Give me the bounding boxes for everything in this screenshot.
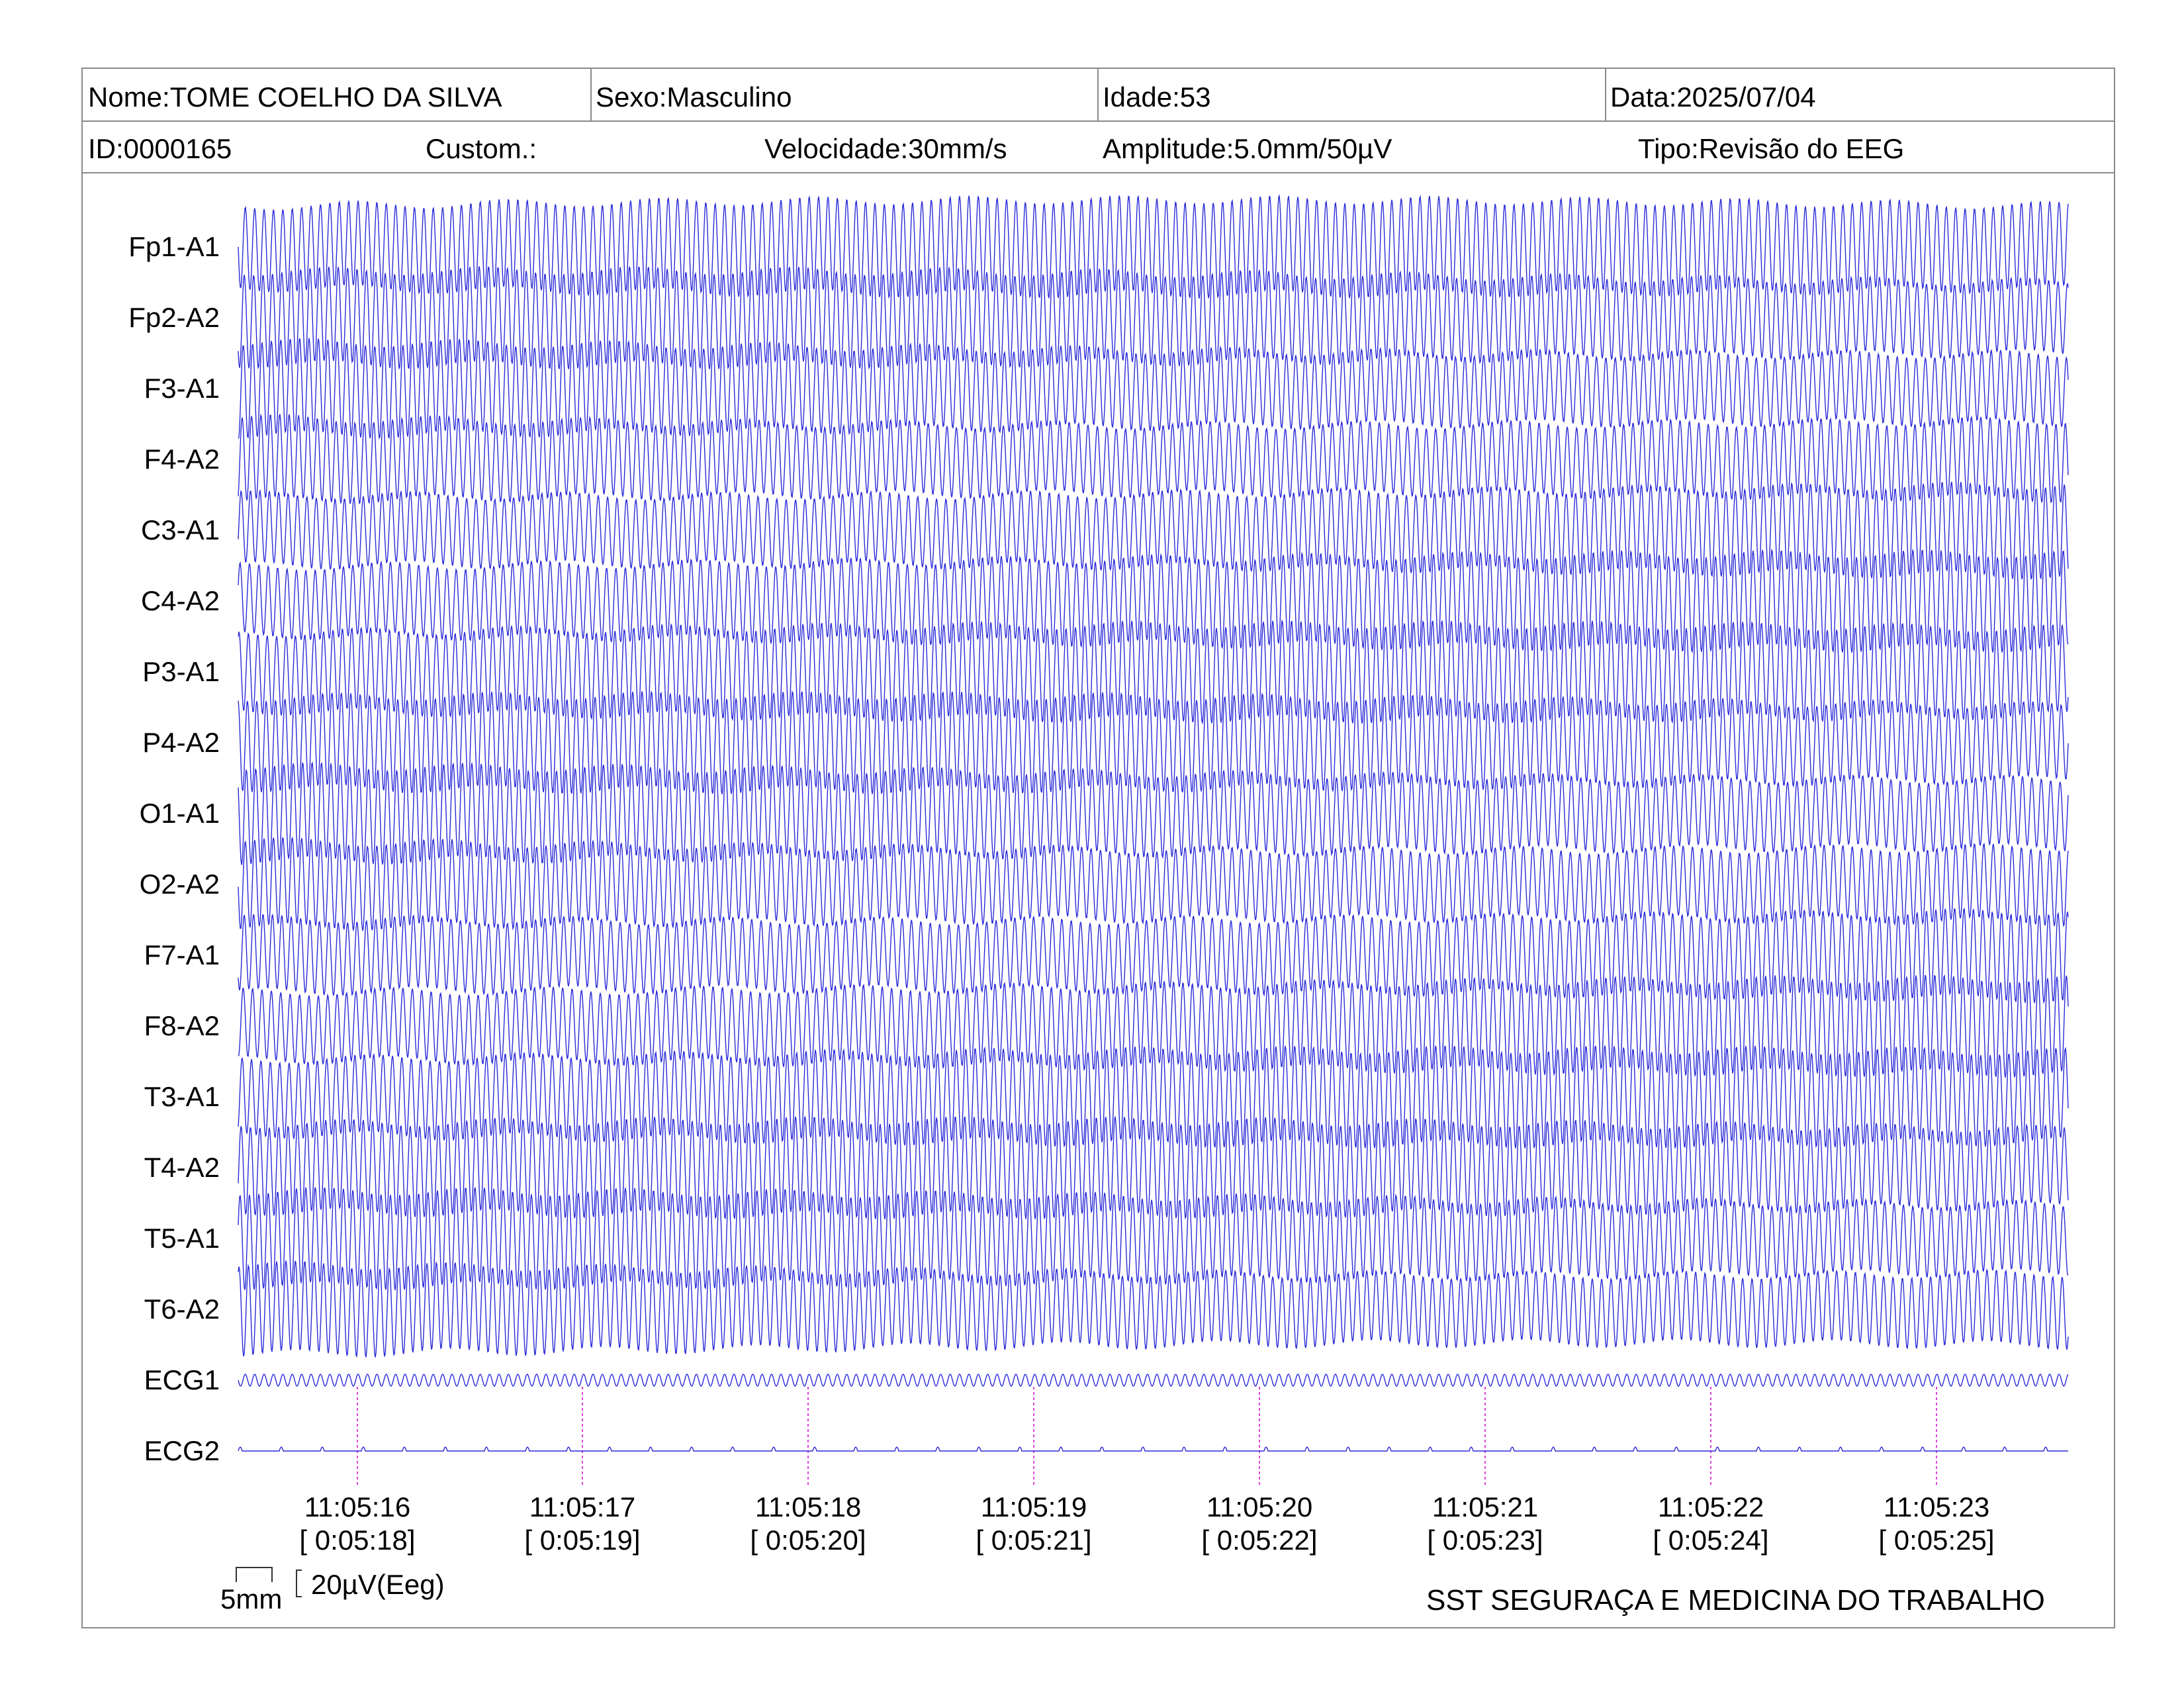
channel-trace — [238, 413, 2069, 505]
elapsed-time: [ 0:05:25] — [1878, 1524, 1995, 1556]
channel-trace — [238, 266, 2069, 370]
elapsed-time: [ 0:05:23] — [1427, 1524, 1543, 1556]
channel-trace — [238, 761, 2069, 865]
channel-trace — [238, 836, 2069, 931]
speed-setting: Velocidade:30mm/s — [764, 133, 1007, 164]
channel-label: O1-A1 — [139, 798, 220, 829]
exam-type: Tipo:Revisão do EEG — [1638, 133, 1905, 164]
time-label: 11:05:16[ 0:05:18] — [271, 1491, 443, 1558]
clinic-footer: SST SEGURAÇA E MEDICINA DO TRABALHO — [1426, 1584, 2045, 1617]
channel-label: P4-A2 — [142, 727, 220, 758]
header-col-divider — [590, 69, 592, 120]
header-bottom-divider — [83, 172, 2114, 173]
exam-date: Data:2025/07/04 — [1610, 81, 1816, 113]
time-label: 11:05:18[ 0:05:20] — [722, 1491, 894, 1558]
elapsed-time: [ 0:05:18] — [299, 1524, 416, 1556]
custom-field: Custom.: — [426, 133, 537, 164]
time-scale-bracket — [236, 1567, 273, 1582]
channel-label: F7-A1 — [144, 939, 220, 970]
time-scale-label: 5mm — [220, 1583, 283, 1615]
time-label: 11:05:21[ 0:05:23] — [1399, 1491, 1571, 1558]
clock-time: 11:05:20 — [1206, 1491, 1313, 1523]
channel-trace — [238, 1116, 2069, 1220]
channel-trace — [238, 481, 2069, 580]
channel-trace — [238, 194, 2069, 300]
amp-scale-label: 20µV(Eeg) — [311, 1569, 445, 1600]
channel-label: F8-A2 — [144, 1010, 220, 1041]
channel-label: T5-A1 — [144, 1223, 220, 1254]
channel-label: P3-A1 — [142, 656, 220, 687]
time-label: 11:05:19[ 0:05:21] — [948, 1491, 1120, 1558]
channel-label: ECG1 — [144, 1364, 220, 1395]
channel-label: T3-A1 — [144, 1081, 220, 1112]
header-col-divider — [1097, 69, 1099, 120]
patient-name: Nome:TOME COELHO DA SILVA — [88, 81, 502, 113]
channel-label: Fp1-A1 — [128, 231, 220, 262]
header-col-divider — [1605, 69, 1606, 120]
header-row-divider — [83, 120, 2114, 122]
patient-age: Idade:53 — [1103, 81, 1211, 113]
time-label: 11:05:23[ 0:05:25] — [1850, 1491, 2023, 1558]
amplitude-setting: Amplitude:5.0mm/50µV — [1103, 133, 1392, 164]
time-label: 11:05:17[ 0:05:19] — [496, 1491, 668, 1558]
channel-label: F3-A1 — [144, 373, 220, 404]
channel-trace — [238, 907, 2069, 1004]
channel-trace — [238, 1374, 2069, 1387]
channel-label: ECG2 — [144, 1435, 220, 1466]
channel-trace — [238, 619, 2069, 725]
clock-time: 11:05:16 — [304, 1491, 411, 1523]
channel-label: Fp2-A2 — [128, 302, 220, 333]
amp-scale-bracket — [296, 1570, 302, 1597]
channel-label: O2-A2 — [139, 868, 220, 900]
channel-trace — [238, 338, 2069, 440]
channel-trace — [238, 548, 2069, 653]
clock-time: 11:05:21 — [1432, 1491, 1539, 1523]
clock-time: 11:05:19 — [980, 1491, 1087, 1523]
elapsed-time: [ 0:05:20] — [750, 1524, 866, 1556]
time-label: 11:05:20[ 0:05:22] — [1173, 1491, 1345, 1558]
clock-time: 11:05:23 — [1883, 1491, 1990, 1523]
elapsed-time: [ 0:05:19] — [524, 1524, 641, 1556]
channel-label: C3-A1 — [140, 514, 220, 545]
channel-label: F4-A2 — [144, 444, 220, 475]
channel-trace — [238, 690, 2069, 795]
channel-label: T6-A2 — [144, 1293, 220, 1325]
eeg-report-sheet: Nome:TOME COELHO DA SILVA Sexo:Masculino… — [81, 68, 2115, 1628]
clock-time: 11:05:22 — [1657, 1491, 1764, 1523]
channel-trace — [238, 1446, 2068, 1452]
clock-time: 11:05:18 — [754, 1491, 862, 1523]
patient-id: ID:0000165 — [88, 133, 232, 164]
clock-time: 11:05:17 — [529, 1491, 636, 1523]
channel-label: T4-A2 — [144, 1152, 220, 1183]
time-label: 11:05:22[ 0:05:24] — [1625, 1491, 1797, 1558]
channel-trace — [238, 1045, 2069, 1150]
channel-label: C4-A2 — [140, 585, 220, 616]
channel-trace — [238, 974, 2069, 1078]
elapsed-time: [ 0:05:24] — [1653, 1524, 1769, 1556]
channel-trace — [238, 1260, 2069, 1358]
elapsed-time: [ 0:05:22] — [1201, 1524, 1318, 1556]
channel-trace — [238, 1187, 2069, 1291]
elapsed-time: [ 0:05:21] — [976, 1524, 1092, 1556]
patient-sex: Sexo:Masculino — [596, 81, 792, 113]
